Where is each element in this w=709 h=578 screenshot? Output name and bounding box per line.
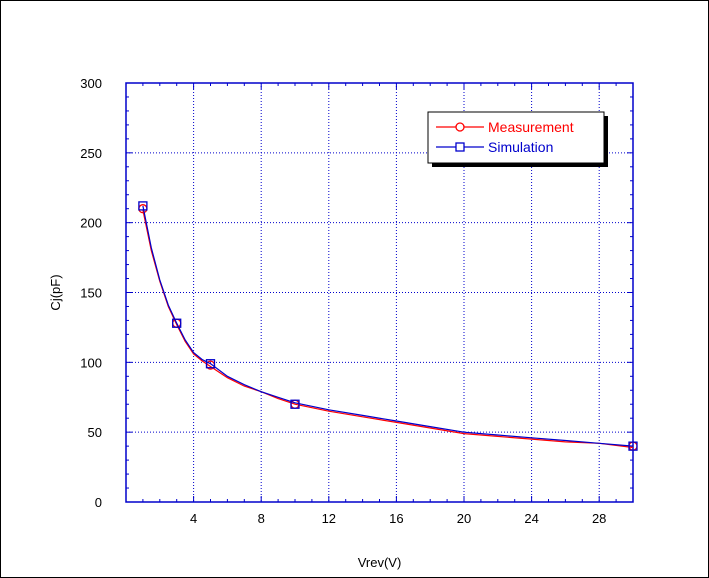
x-tick-labels: 4 8 12 16 20 24 28 — [190, 511, 606, 526]
legend-box — [427, 111, 605, 164]
y-tick-label: 300 — [80, 76, 102, 91]
simulation-point — [205, 359, 216, 369]
y-tick-label: 50 — [88, 425, 102, 440]
x-tick-label: 20 — [457, 511, 471, 526]
legend-label: Simulation — [488, 139, 553, 155]
x-axis-title: Vrev(V) — [358, 555, 402, 570]
series-layer — [138, 201, 638, 451]
legend-item-measurement: Measurement — [436, 119, 574, 135]
simulation-point — [628, 441, 638, 451]
legend-item-simulation: Simulation — [436, 139, 553, 155]
series-measurement — [138, 204, 638, 451]
y-tick-label: 200 — [80, 216, 102, 231]
y-tick-label: 150 — [80, 286, 102, 301]
y-tick-label: 0 — [95, 495, 102, 510]
x-tick-label: 16 — [389, 511, 403, 526]
y-tick-labels: 0 50 100 150 200 250 300 — [80, 76, 102, 510]
x-tick-label: 28 — [592, 511, 606, 526]
x-tick-label: 12 — [322, 511, 336, 526]
x-tick-label: 4 — [190, 511, 197, 526]
series-simulation — [138, 201, 638, 451]
simulation-point — [172, 318, 182, 328]
y-tick-label: 100 — [80, 355, 102, 370]
x-tick-label: 24 — [524, 511, 538, 526]
axis-ticks — [126, 83, 633, 502]
legend-label: Measurement — [488, 119, 574, 135]
simulation-line — [142, 205, 634, 447]
simulation-point — [138, 201, 148, 211]
measurement-line — [142, 209, 634, 449]
legend: Measurement Simulation — [427, 111, 608, 167]
y-tick-label: 250 — [80, 146, 102, 161]
y-axis-title: Cj(pF) — [48, 274, 63, 310]
x-tick-label: 8 — [258, 511, 265, 526]
simulation-point — [290, 399, 300, 409]
legend-marker — [455, 142, 465, 152]
legend-marker — [455, 122, 465, 132]
